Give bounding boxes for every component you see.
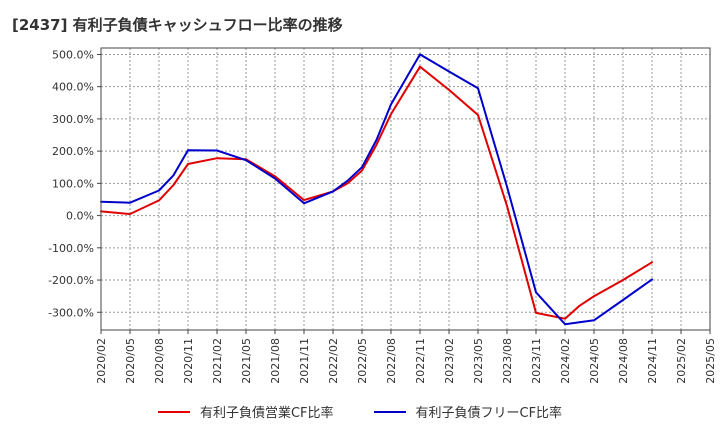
y-tick-label: 0.0% [66,210,94,223]
x-tick-label: 2021/05 [240,338,253,384]
x-tick-label: 2022/02 [327,338,340,384]
x-tick-label: 2024/02 [559,338,572,384]
y-tick-label: 100.0% [52,177,94,190]
legend: 有利子負債営業CF比率 有利子負債フリーCF比率 [0,402,720,421]
y-tick-label: -300.0% [48,306,94,319]
x-axis: 2020/02 2020/05 2020/08 2020/11 2021/02 2021/… [95,330,717,384]
x-tick-label: 2021/11 [298,338,311,384]
series-line-operating-cf [100,65,653,320]
y-tick-label: 400.0% [52,81,94,94]
y-tick-label: 500.0% [52,48,94,61]
x-tick-label: 2023/02 [443,338,456,384]
series-layer [100,53,653,326]
x-tick-label: 2020/02 [95,338,108,384]
legend-label-free-cf: 有利子負債フリーCF比率 [415,406,563,421]
x-tick-label: 2022/05 [356,338,369,384]
y-tick-label: 200.0% [52,145,94,158]
chart-title: [2437] 有利子負債キャッシュフロー比率の推移 [12,16,343,34]
x-tick-label: 2020/11 [182,338,195,384]
x-tick-label: 2022/08 [385,338,398,384]
plot-frame [100,47,711,331]
legend-item-free-cf: 有利子負債フリーCF比率 [373,402,563,421]
x-tick-label: 2020/05 [124,338,137,384]
x-tick-label: 2024/05 [588,338,601,384]
x-tick-label: 2020/08 [153,338,166,384]
series-line-free-cf [100,53,653,326]
legend-swatch-free-cf [373,410,406,413]
x-tick-label: 2023/08 [501,338,514,384]
x-tick-label: 2021/02 [211,338,224,384]
x-tick-label: 2024/11 [646,338,659,384]
legend-item-operating-cf: 有利子負債営業CF比率 [157,402,334,421]
x-tick-label: 2022/11 [414,338,427,384]
x-tick-label: 2025/02 [675,338,688,384]
legend-label-operating-cf: 有利子負債営業CF比率 [199,406,334,421]
x-tick-label: 2024/08 [617,338,630,384]
y-axis: 500.0% 400.0% 300.0% 200.0% 100.0% 0.0% -100.0… [48,48,101,319]
legend-swatch-operating-cf [157,410,190,413]
y-tick-label: -100.0% [48,242,94,255]
y-tick-label: -200.0% [48,274,94,287]
y-tick-label: 300.0% [52,113,94,126]
x-tick-label: 2025/05 [704,338,717,384]
x-tick-label: 2023/11 [530,338,543,384]
x-tick-label: 2021/08 [269,338,282,384]
x-tick-label: 2023/05 [472,338,485,384]
